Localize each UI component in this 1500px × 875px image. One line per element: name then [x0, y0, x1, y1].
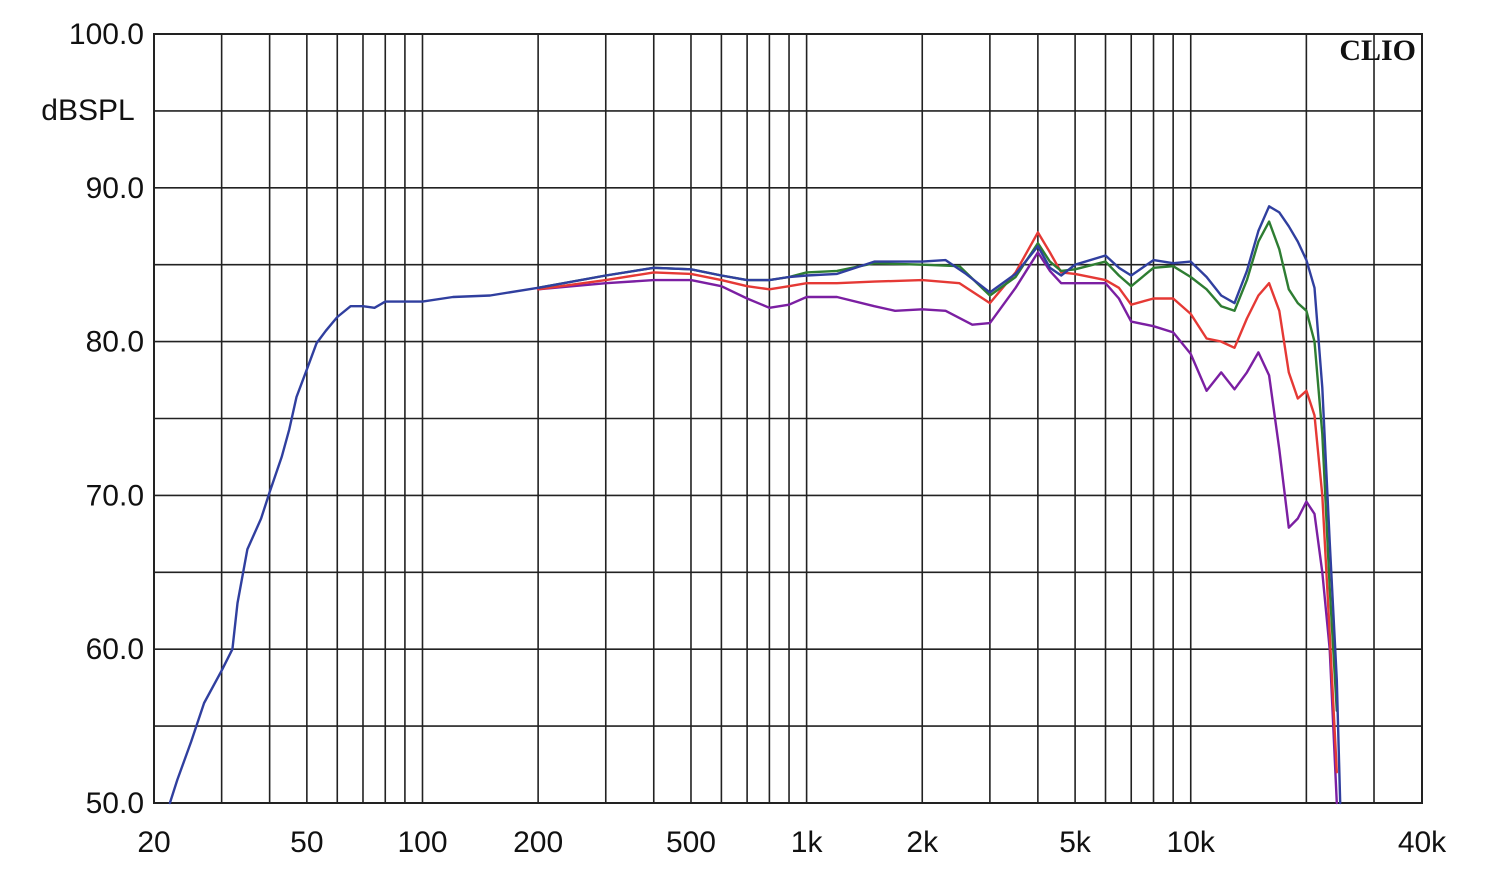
series-line-4	[168, 205, 1342, 805]
y-axis-ticks: 50.0 60.0 70.0 80.0 90.0 100.0	[69, 18, 144, 820]
series-lines	[168, 205, 1342, 805]
x-tick-label: 5k	[1059, 826, 1092, 859]
series-line-2	[536, 231, 1338, 774]
y-axis-label: dBSPL	[41, 94, 134, 127]
plot-frame	[153, 33, 1423, 804]
x-tick-label: 1k	[791, 826, 824, 859]
x-tick-label: 20	[137, 826, 170, 859]
y-tick-label: 100.0	[69, 18, 144, 51]
series-line-1	[536, 251, 1338, 805]
x-tick-label: 500	[666, 826, 716, 859]
gridlines	[153, 33, 1423, 804]
x-tick-label: 40k	[1398, 826, 1447, 859]
clio-brand-label: CLIO	[1339, 34, 1416, 67]
y-tick-label: 90.0	[86, 172, 144, 205]
x-tick-label: 2k	[906, 826, 939, 859]
y-tick-label: 80.0	[86, 326, 144, 359]
y-tick-label: 50.0	[86, 787, 144, 820]
x-tick-label: 100	[397, 826, 447, 859]
x-tick-label: 200	[513, 826, 563, 859]
y-tick-label: 60.0	[86, 633, 144, 666]
x-tick-label: 50	[290, 826, 323, 859]
series-line-3	[536, 220, 1338, 712]
x-tick-label: 10k	[1167, 826, 1216, 859]
x-axis-ticks: 20 50 100 200 500 1k 2k 5k 10k 40k	[137, 826, 1447, 859]
y-tick-label: 70.0	[86, 479, 144, 512]
